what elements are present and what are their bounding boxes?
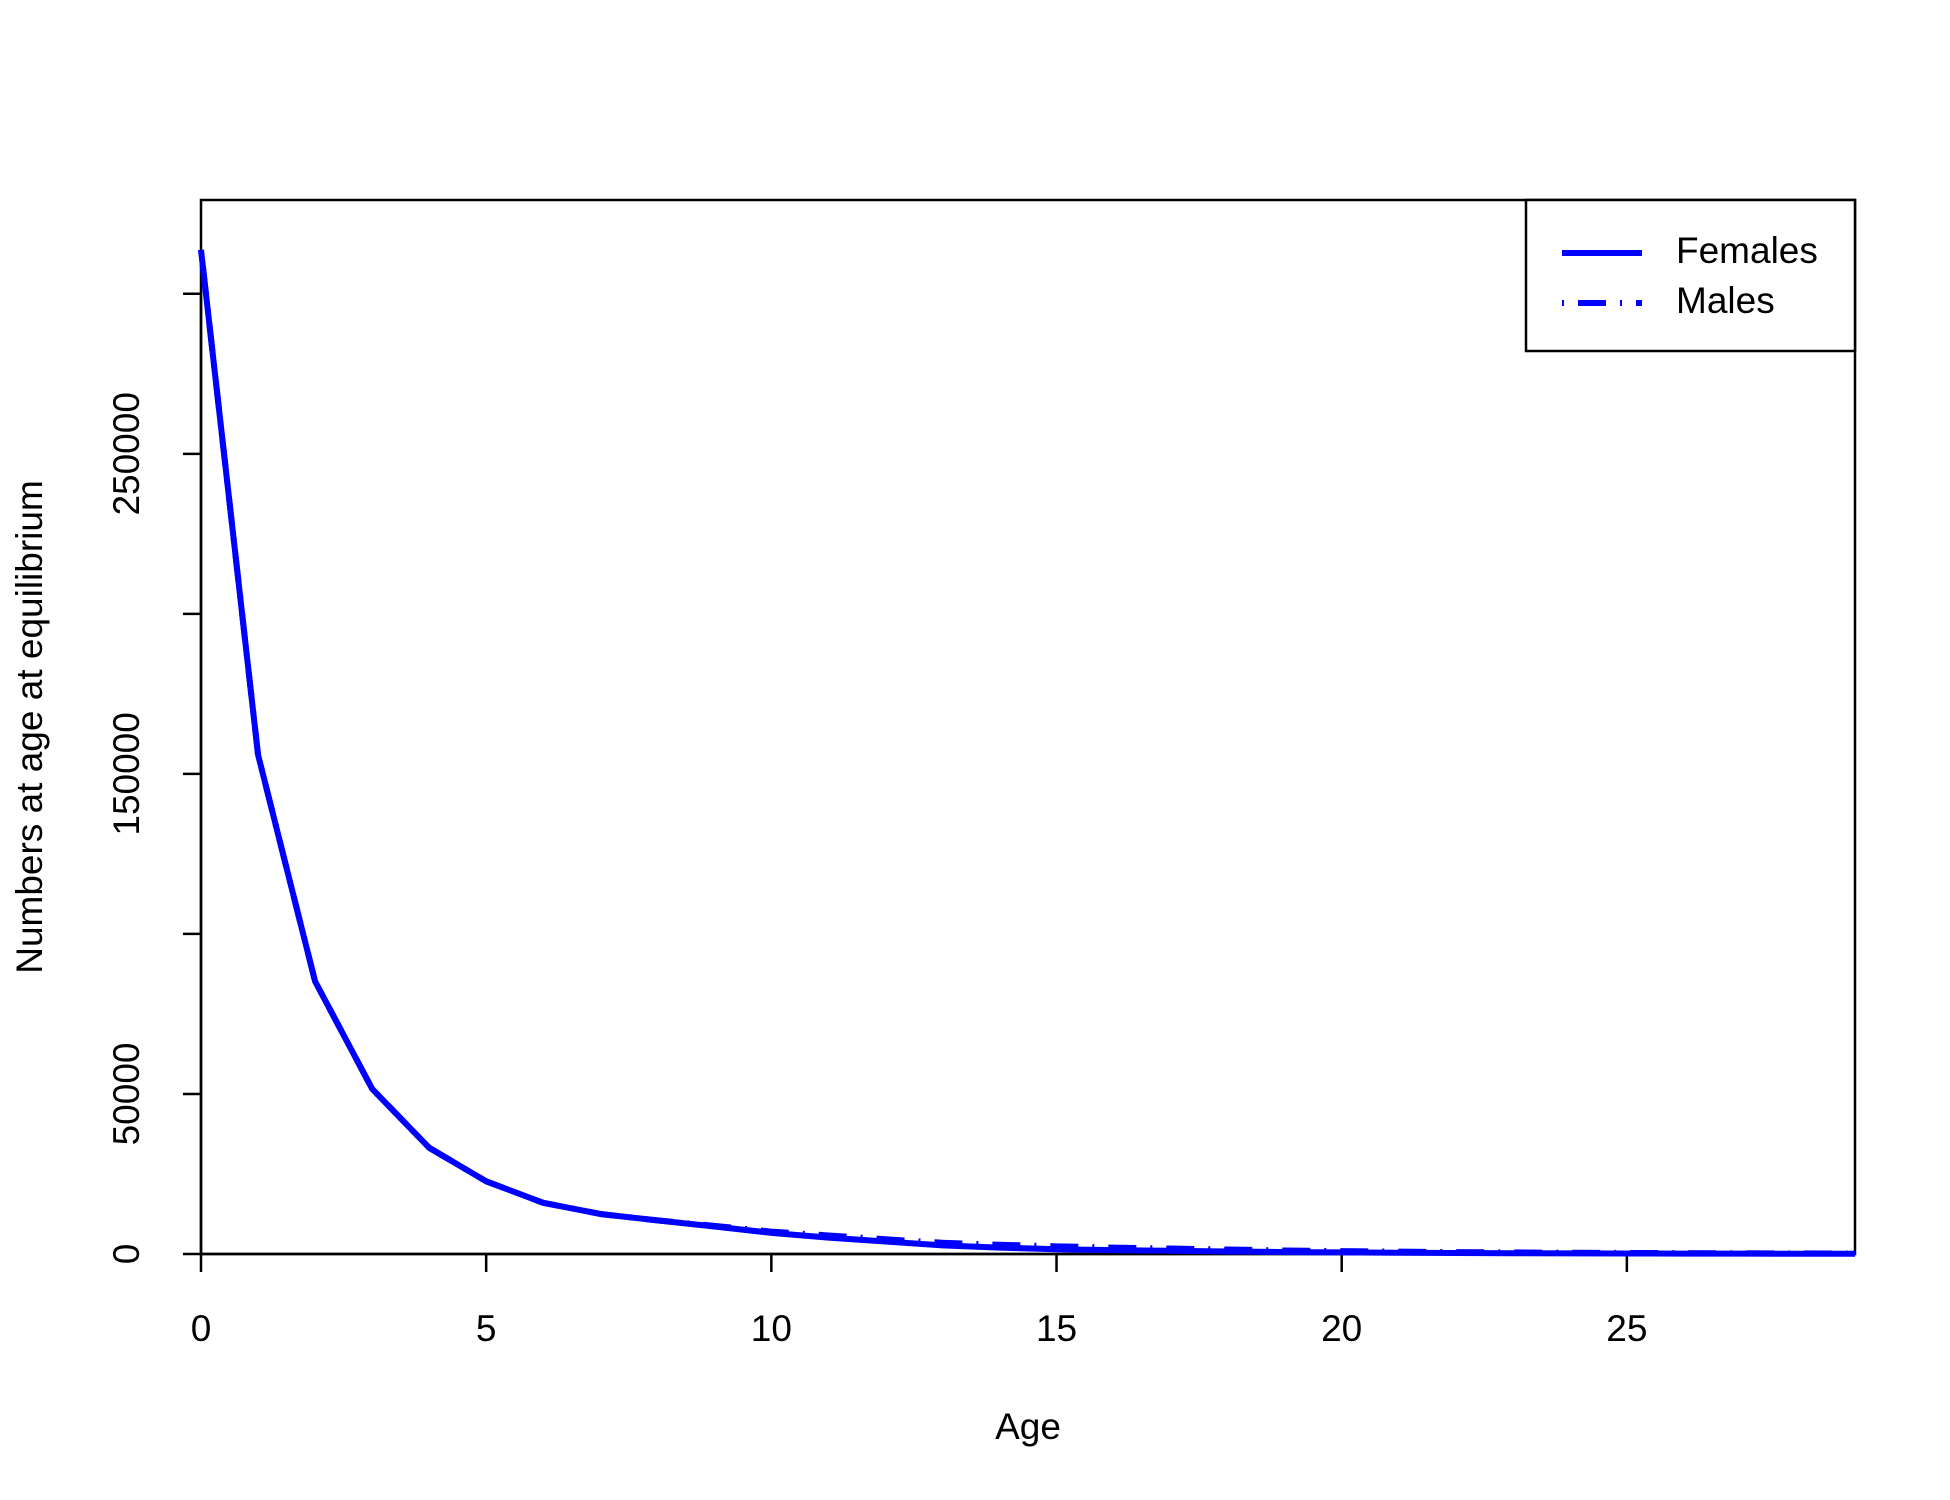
y-axis-label: Numbers at age at equilibrium (9, 480, 50, 974)
legend-label: Males (1676, 280, 1775, 321)
legend-box (1524, 198, 1857, 353)
x-tick-label: 10 (751, 1308, 792, 1349)
legend-label: Females (1676, 230, 1818, 271)
x-tick-label: 20 (1321, 1308, 1362, 1349)
data-line (198, 249, 1856, 1257)
y-tick-label: 0 (106, 1244, 147, 1265)
x-tick-label: 5 (476, 1308, 497, 1349)
x-tick-label: 15 (1036, 1308, 1077, 1349)
y-tick-label: 50000 (106, 1043, 147, 1146)
plot-frame (199, 198, 1857, 1256)
y-tick-label: 250000 (106, 392, 147, 515)
data-line (198, 249, 1856, 1257)
y-tick-label: 150000 (106, 712, 147, 835)
x-tick-label: 25 (1606, 1308, 1647, 1349)
x-tick-label: 0 (191, 1308, 212, 1349)
x-axis-label: Age (995, 1406, 1061, 1447)
